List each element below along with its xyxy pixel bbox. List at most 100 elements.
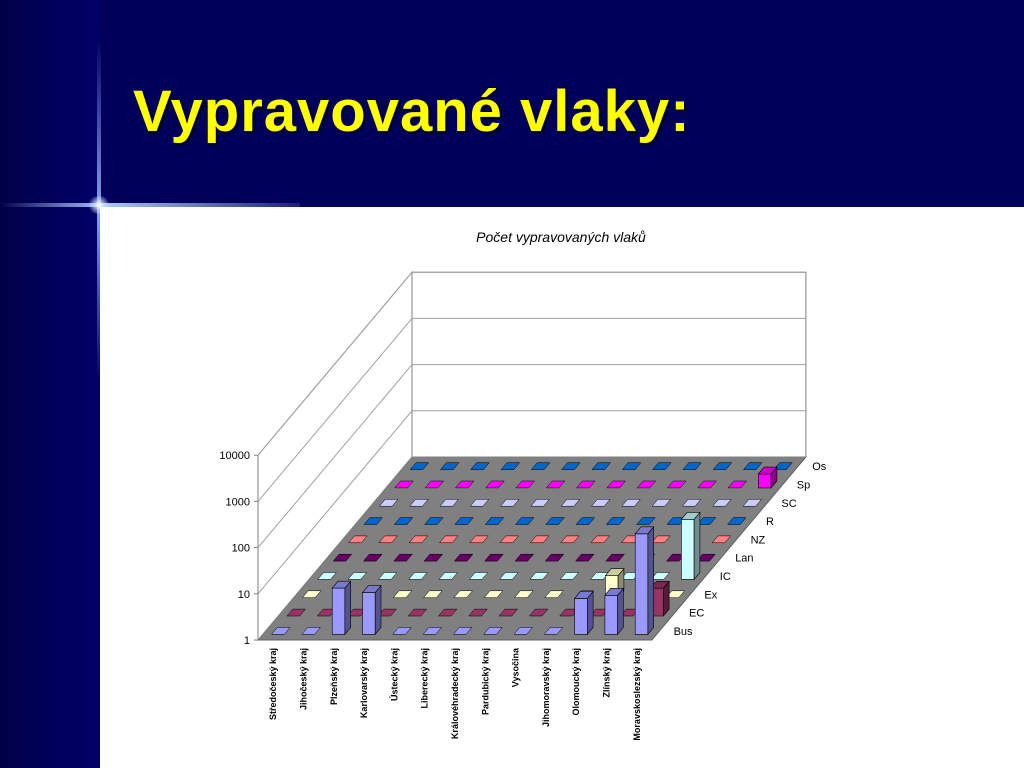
bar-tile: [605, 553, 625, 562]
bar-sp-8: [606, 480, 626, 489]
series-label: R: [766, 516, 774, 528]
bar-sp-13: [757, 466, 778, 489]
category-label: Jihočeský kraj: [298, 648, 308, 710]
bar-tile: [348, 535, 368, 544]
bar-lan-10: [605, 553, 625, 562]
bar-tile: [529, 535, 550, 544]
bar-tile: [712, 462, 733, 470]
bar-lan-2: [362, 553, 383, 562]
bar-top: [361, 585, 382, 593]
bar-tile: [499, 535, 520, 544]
bar-sc-12: [712, 499, 732, 507]
bar-tile: [452, 627, 473, 635]
bar-side: [647, 525, 655, 636]
bar-tile: [651, 499, 672, 507]
bar-lan-5: [453, 553, 474, 562]
bar-tile: [409, 499, 429, 507]
bar-ex-9: [544, 590, 564, 598]
bar-os-6: [561, 462, 581, 470]
bar-os-5: [530, 462, 551, 470]
bar-front: [634, 533, 649, 635]
bar-ic-1: [317, 572, 337, 580]
bar-r-1: [363, 517, 384, 525]
bar-tile: [559, 572, 580, 580]
category-label: Vysočina: [511, 647, 521, 687]
bar-tile: [682, 462, 702, 470]
bar-r-10: [636, 517, 656, 525]
bar-bus-11: [573, 590, 594, 636]
bar-tile: [484, 517, 505, 525]
bar-tile: [271, 627, 291, 635]
bar-tile: [665, 590, 686, 598]
bar-sp-6: [545, 480, 566, 489]
bar-tile: [469, 499, 490, 507]
bar-lan-1: [332, 553, 353, 562]
chart-panel: Počet vypravovaných vlaků 1 10 100 1000 1000…: [100, 207, 1024, 768]
chart-gridlines: [254, 271, 806, 641]
bar-ex-1: [301, 590, 322, 598]
y-tick-label: 1: [244, 635, 250, 647]
bar-tile: [393, 517, 414, 525]
bar-ex-4: [392, 590, 413, 598]
bar-ex-13: [665, 590, 686, 598]
bar-side: [617, 587, 624, 636]
bar-side: [693, 511, 701, 581]
bar-tile: [621, 462, 642, 470]
bar-top: [573, 591, 594, 599]
category-label: Ústecký kraj: [388, 648, 399, 701]
bar-nz-7: [529, 535, 550, 544]
category-label: Liberecký kraj: [420, 648, 430, 709]
bar-front: [604, 594, 618, 635]
bar-top: [604, 587, 625, 596]
bar-sp-2: [424, 480, 445, 489]
bar-sc-6: [530, 499, 550, 507]
bar-tile: [468, 608, 488, 617]
bar-tile: [301, 627, 321, 635]
bar-tile: [696, 517, 717, 525]
bar-tile: [363, 517, 384, 525]
bar-tile: [711, 535, 732, 544]
category-label: Středočeský kraj: [268, 648, 278, 720]
slide-title: Vypravované vlaky:: [133, 79, 691, 144]
category-label: Olomoucký kraj: [571, 648, 581, 716]
bar-bus-1: [271, 627, 291, 635]
bar-tile: [500, 499, 520, 507]
series-label: Bus: [674, 626, 693, 638]
bar-os-3: [470, 462, 490, 470]
bar-tile: [652, 462, 672, 470]
bar-tile: [530, 499, 550, 507]
bar-ec-7: [468, 608, 488, 617]
bar-sp-12: [727, 480, 748, 489]
y-tick-label: 10: [238, 589, 250, 601]
bar-sc-11: [681, 499, 702, 507]
bar-ex-8: [513, 590, 534, 598]
bar-os-13: [773, 462, 793, 470]
series-label: NZ: [751, 534, 766, 546]
bar-nz-5: [469, 535, 489, 544]
bar-tile: [301, 590, 322, 598]
bar-sc-10: [651, 499, 672, 507]
gridline: [257, 271, 806, 456]
bar-os-4: [500, 462, 521, 470]
bar-top: [331, 580, 352, 589]
bar-sp-1: [394, 480, 414, 489]
bar-front: [331, 587, 346, 635]
series-label: Sp: [797, 479, 810, 491]
category-label: Moravskoslezský kraj: [632, 648, 642, 741]
chart-bars: [271, 462, 793, 636]
bar-tile: [453, 590, 473, 598]
bar-tile: [727, 480, 748, 489]
bar-tile: [543, 627, 564, 635]
bar-r-7: [545, 517, 565, 525]
bar-tile: [606, 480, 626, 489]
bar-tile: [514, 517, 535, 525]
bar-tile: [468, 572, 489, 580]
series-label: Os: [812, 461, 827, 473]
series-label: IC: [720, 571, 731, 583]
bar-tile: [545, 480, 566, 489]
bar-ec-6: [437, 608, 458, 617]
bar-nz-13: [711, 535, 732, 544]
bar-tile: [605, 517, 626, 525]
bar-tile: [621, 499, 641, 507]
bar-tile: [636, 480, 657, 489]
